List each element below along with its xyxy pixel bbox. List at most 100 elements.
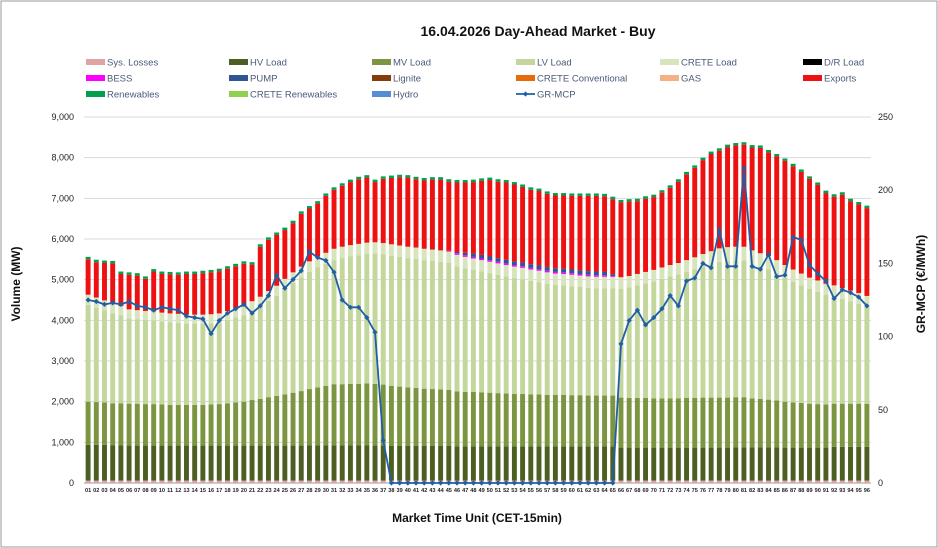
bar-exports xyxy=(159,273,165,313)
bar-lv-load xyxy=(807,289,812,404)
bar-pump xyxy=(552,268,558,272)
gr-mcp-point xyxy=(798,237,804,243)
bar-crete-load xyxy=(569,274,575,287)
x-tick-label: 74 xyxy=(683,488,690,494)
x-tick-label: 62 xyxy=(585,488,591,494)
x-tick-label: 91 xyxy=(823,488,829,494)
bar-mv-load xyxy=(306,389,312,446)
bar-lv-load xyxy=(733,260,739,398)
bar-renewables xyxy=(856,201,862,205)
bar-pump xyxy=(479,254,485,259)
gr-mcp-point xyxy=(470,480,477,486)
bar-hv-load xyxy=(438,445,444,481)
bar-exports xyxy=(388,178,394,245)
bar-sys-losses xyxy=(864,480,870,483)
bar-crete-load xyxy=(249,301,255,311)
bar-mv-load xyxy=(421,388,427,446)
bar-lv-load xyxy=(298,277,304,392)
x-tick-label: 24 xyxy=(274,488,281,494)
gr-mcp-point xyxy=(659,306,665,312)
bar-renewables xyxy=(388,175,394,178)
gr-mcp-point xyxy=(692,275,698,281)
bar-sys-losses xyxy=(643,480,649,483)
bar-mv-load xyxy=(700,397,706,448)
bar-renewables xyxy=(643,196,649,199)
bar-mv-load xyxy=(831,403,837,447)
bar-renewables xyxy=(143,276,148,279)
bar-crete-load xyxy=(528,269,534,281)
bar-pump xyxy=(569,269,575,274)
gr-mcp-point xyxy=(806,262,813,268)
bar-exports xyxy=(151,271,157,312)
bar-renewables xyxy=(405,175,411,178)
bar-exports xyxy=(618,202,624,278)
bar-lv-load xyxy=(511,278,517,394)
x-tick-label: 42 xyxy=(421,488,427,494)
gr-mcp-point xyxy=(675,303,681,309)
bar-crete-load xyxy=(634,273,640,286)
bar-lv-load xyxy=(454,266,460,392)
legend-item-bess: BESS xyxy=(86,74,132,85)
bar-hv-load xyxy=(766,447,771,481)
bar-renewables xyxy=(102,260,107,263)
gr-mcp-point xyxy=(593,480,599,486)
bar-pump xyxy=(544,267,550,271)
x-axis-title: Market Time Unit (CET-15min) xyxy=(392,511,562,525)
gr-mcp-point xyxy=(347,304,354,310)
gr-mcp-point xyxy=(446,480,452,486)
bar-exports xyxy=(380,178,386,244)
bar-exports xyxy=(134,275,140,311)
x-tick-label: 38 xyxy=(388,488,394,494)
bar-lv-load xyxy=(225,319,230,404)
bar-hv-load xyxy=(708,447,714,481)
bar-crete-load xyxy=(134,310,140,320)
bar-crete-load xyxy=(347,245,353,257)
bar-exports xyxy=(651,197,657,270)
bar-crete-load xyxy=(774,260,780,274)
legend-item-crete-load: CRETE Load xyxy=(660,58,737,69)
bar-exports xyxy=(659,192,665,268)
bar-mv-load xyxy=(405,387,411,446)
gr-mcp-point xyxy=(265,293,272,299)
bar-bess xyxy=(454,253,460,255)
bar-hv-load xyxy=(323,445,329,481)
gr-mcp-point xyxy=(192,314,198,321)
gr-mcp-point xyxy=(757,266,763,272)
bar-lv-load xyxy=(421,260,427,389)
bar-mv-load xyxy=(544,394,550,447)
gr-mcp-point xyxy=(839,287,845,293)
bar-hv-load xyxy=(372,445,378,481)
bar-hv-load xyxy=(233,445,239,481)
bar-lv-load xyxy=(856,303,862,404)
legend-label: CRETE Load xyxy=(681,58,737,69)
bar-lv-load xyxy=(544,283,550,395)
bar-renewables xyxy=(766,149,771,153)
bar-sys-losses xyxy=(85,480,91,483)
bar-renewables xyxy=(864,205,870,209)
bar-lv-load xyxy=(749,264,755,399)
bar-exports xyxy=(520,186,526,263)
bar-hv-load xyxy=(429,445,435,481)
bar-renewables xyxy=(511,182,517,185)
bar-mv-load xyxy=(249,400,255,446)
bar-hv-load xyxy=(290,445,296,481)
bar-sys-losses xyxy=(356,480,362,483)
bar-mv-load xyxy=(495,393,501,447)
bar-mv-load xyxy=(716,397,722,448)
legend-swatch xyxy=(516,59,535,65)
bar-renewables xyxy=(479,178,485,181)
bar-renewables xyxy=(610,196,616,200)
y-tick-label: 5,000 xyxy=(51,275,74,285)
bar-lv-load xyxy=(798,285,804,403)
bar-exports xyxy=(274,234,280,286)
bar-bess xyxy=(487,260,493,262)
bar-exports xyxy=(643,198,649,272)
bar-lv-load xyxy=(700,266,706,398)
bar-pump xyxy=(577,270,583,274)
bar-lv-load xyxy=(372,253,378,384)
bar-hv-load xyxy=(347,445,353,481)
bar-exports xyxy=(848,201,853,291)
bar-hv-load xyxy=(593,446,599,481)
bar-exports xyxy=(593,195,599,272)
x-tick-label: 69 xyxy=(642,488,648,494)
